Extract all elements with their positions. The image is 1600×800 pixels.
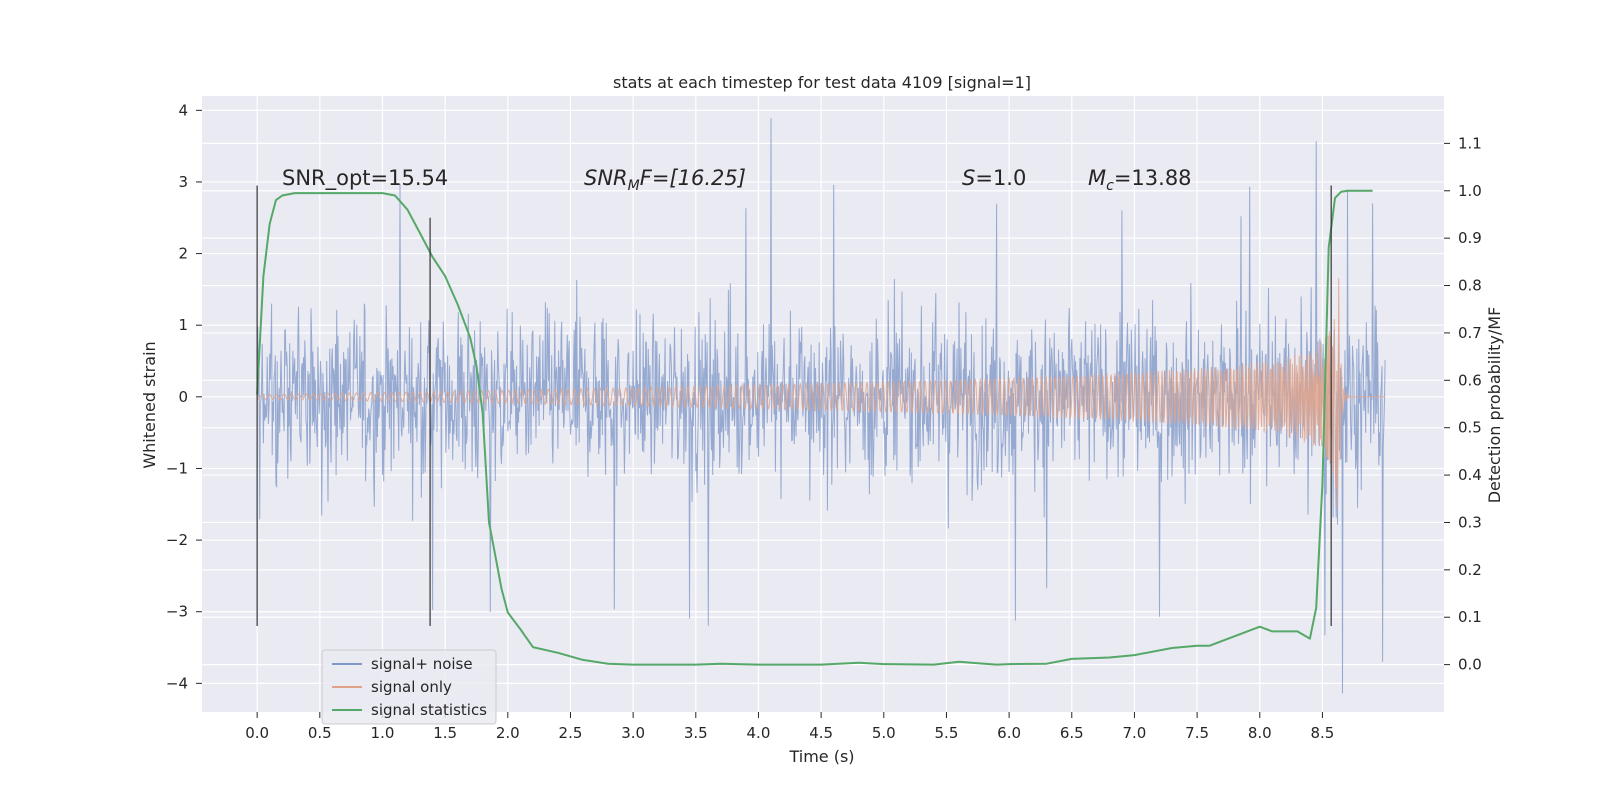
x-tick-label-4: 2.0	[496, 724, 520, 742]
y2-tick-label-6: 0.5	[1458, 419, 1482, 437]
x-tick-label-13: 6.5	[1060, 724, 1084, 742]
y2-tick-label-9: 0.2	[1458, 561, 1482, 579]
annotation-s: S=1.0	[962, 166, 1026, 190]
legend-label-noise: signal+ noise	[371, 655, 473, 673]
x-tick-label-7: 3.5	[684, 724, 708, 742]
y-tick-label-0: 4	[178, 101, 188, 119]
marker-lines	[256, 185, 1332, 627]
x-axis-label: Time (s)	[788, 747, 854, 766]
legend: signal+ noise signal only signal statist…	[321, 649, 497, 725]
x-tick-label-11: 5.5	[935, 724, 959, 742]
y-tick-label-1: 3	[178, 173, 188, 191]
annotation-mc: Mc=13.88	[1088, 166, 1192, 194]
y2-tick-label-8: 0.3	[1458, 513, 1482, 531]
y-tick-label-8: −4	[166, 674, 188, 692]
y2-tick-label-5: 0.6	[1458, 371, 1482, 389]
y-tick-label-7: −3	[166, 603, 188, 621]
x-tick-label-10: 5.0	[872, 724, 896, 742]
y2-tick-label-1: 1.0	[1458, 182, 1482, 200]
y2-tick-label-0: 1.1	[1458, 134, 1482, 152]
x-tick-label-14: 7.0	[1123, 724, 1147, 742]
x-tick-label-1: 0.5	[308, 724, 332, 742]
y2-tick-label-7: 0.4	[1458, 466, 1482, 484]
y-axis-ticks: 4 3 2 1 0 −1 −2 −3 −4	[166, 101, 202, 692]
legend-label-statistics: signal statistics	[371, 701, 487, 719]
x-tick-label-6: 3.0	[621, 724, 645, 742]
x-tick-label-9: 4.5	[809, 724, 833, 742]
y-axis-label: Whitened strain	[140, 341, 159, 468]
y2-tick-label-3: 0.8	[1458, 277, 1482, 295]
annotations: SNR_opt=15.54 SNRMF=[16.25] S=1.0 Mc=13.…	[282, 166, 1192, 194]
y-tick-label-5: −1	[166, 459, 188, 477]
legend-frame	[321, 649, 497, 725]
x-tick-label-16: 8.0	[1248, 724, 1272, 742]
series-signal-statistics	[256, 189, 1373, 666]
y-tick-label-2: 2	[178, 245, 188, 263]
y2-tick-label-10: 0.1	[1458, 608, 1482, 626]
annotation-snr-opt: SNR_opt=15.54	[282, 166, 448, 191]
x-tick-label-8: 4.0	[747, 724, 771, 742]
y-tick-label-4: 0	[178, 388, 188, 406]
x-tick-label-3: 1.5	[433, 724, 457, 742]
chart-title: stats at each timestep for test data 410…	[613, 73, 1031, 92]
y-tick-label-6: −2	[166, 531, 188, 549]
x-axis-ticks: 0.0 0.5 1.0 1.5 2.0 2.5 3.0 3.5 4.0 4.5 5.0 5.5 6.0 6…	[245, 712, 1334, 742]
y-tick-label-3: 1	[178, 316, 188, 334]
annotation-snr-mf: SNRMF=[16.25]	[584, 166, 746, 194]
y2-tick-label-11: 0.0	[1458, 656, 1482, 674]
x-tick-label-2: 1.0	[371, 724, 395, 742]
x-tick-label-17: 8.5	[1311, 724, 1335, 742]
x-tick-label-0: 0.0	[245, 724, 269, 742]
series-signal-only	[256, 278, 1386, 507]
x-tick-label-12: 6.0	[997, 724, 1021, 742]
y2-tick-label-4: 0.7	[1458, 324, 1482, 342]
legend-label-signal: signal only	[371, 678, 452, 696]
y2-axis-ticks: 1.1 1.0 0.9 0.8 0.7 0.6 0.5 0.4 0.3 0.2 0.1 0.0	[1444, 134, 1482, 674]
y2-tick-label-2: 0.9	[1458, 229, 1482, 247]
series-layer	[256, 118, 1386, 694]
y2-axis-label: Detection probability/MF	[1485, 307, 1504, 504]
x-tick-label-15: 7.5	[1185, 724, 1209, 742]
x-tick-label-5: 2.5	[559, 724, 583, 742]
